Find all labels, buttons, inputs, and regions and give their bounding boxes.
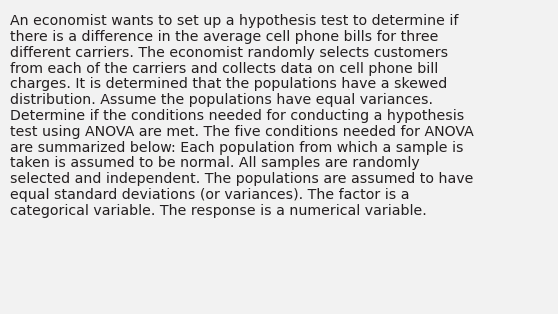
Text: Determine if the conditions needed for conducting a hypothesis: Determine if the conditions needed for c… xyxy=(10,109,464,123)
Text: taken is assumed to be normal. All samples are randomly: taken is assumed to be normal. All sampl… xyxy=(10,156,420,171)
Text: categorical variable. The response is a numerical variable.: categorical variable. The response is a … xyxy=(10,204,427,218)
Text: are summarized below: Each population from which a sample is: are summarized below: Each population fr… xyxy=(10,141,464,154)
Text: different carriers. The economist randomly selects customers: different carriers. The economist random… xyxy=(10,46,448,60)
Text: equal standard deviations (or variances). The factor is a: equal standard deviations (or variances)… xyxy=(10,188,410,202)
Text: An economist wants to set up a hypothesis test to determine if: An economist wants to set up a hypothesi… xyxy=(10,14,459,28)
Text: distribution. Assume the populations have equal variances.: distribution. Assume the populations hav… xyxy=(10,93,433,107)
Text: there is a difference in the average cell phone bills for three: there is a difference in the average cel… xyxy=(10,30,439,44)
Text: selected and independent. The populations are assumed to have: selected and independent. The population… xyxy=(10,172,473,186)
Text: charges. It is determined that the populations have a skewed: charges. It is determined that the popul… xyxy=(10,77,448,91)
Text: test using ANOVA are met. The five conditions needed for ANOVA: test using ANOVA are met. The five condi… xyxy=(10,125,474,139)
Text: from each of the carriers and collects data on cell phone bill: from each of the carriers and collects d… xyxy=(10,62,438,76)
